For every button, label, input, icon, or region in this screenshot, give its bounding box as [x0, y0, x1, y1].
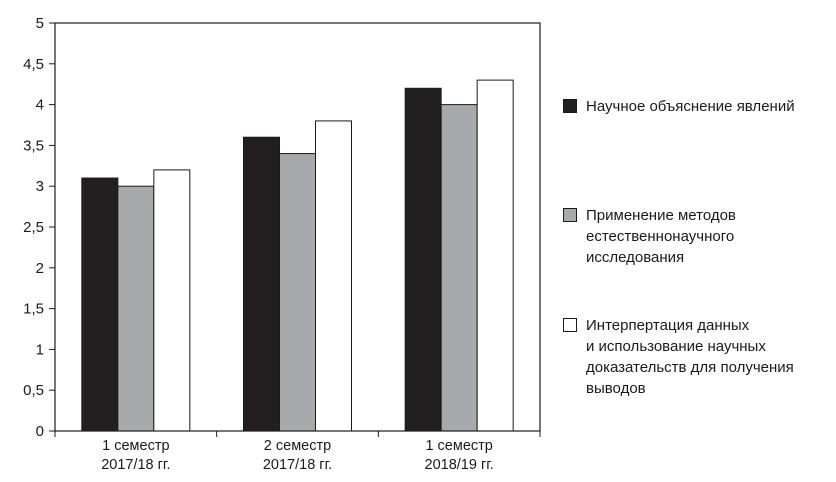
plot-border	[54, 22, 541, 432]
x-category-label: 2 семестр 2017/18 гг.	[263, 438, 332, 473]
legend-swatch-series-1	[563, 99, 577, 113]
bar-series-3-cat-1	[153, 169, 191, 432]
y-tick-label: 3,5	[23, 137, 44, 154]
x-category-label: 1 семестр 2018/19 гг.	[425, 438, 494, 473]
bar-series-2-cat-1	[117, 185, 155, 432]
bar-series-2-cat-3	[440, 104, 478, 432]
bars	[81, 79, 514, 432]
y-tick-label: 3	[36, 178, 44, 195]
y-tick-label: 5	[36, 15, 44, 32]
bar-series-2-cat-2	[279, 153, 316, 432]
x-category-label: 1 семестр 2017/18 гг.	[101, 438, 170, 473]
y-tick-label: 4,5	[23, 56, 44, 73]
bar-series-1-cat-3	[404, 87, 442, 432]
y-tick-label: 2	[36, 260, 44, 277]
bar-series-1-cat-2	[243, 136, 280, 432]
y-tick-label: 2,5	[23, 219, 44, 236]
plot-frame	[54, 22, 541, 437]
y-tick-label: 0,5	[23, 382, 44, 399]
y-tick-label: 1,5	[23, 301, 44, 318]
x-axis-labels: 1 семестр 2017/18 гг. 2 семестр 2017/18 гг.…	[101, 438, 494, 473]
bar-series-3-cat-3	[476, 79, 514, 432]
legend-swatch-series-2	[563, 208, 577, 222]
legend-swatch-series-3	[563, 318, 577, 332]
y-axis-ticks: 0 0,5 1 1,5 2 2,5 3 3,5 4 4,5 5	[23, 15, 55, 440]
y-tick-label: 4	[36, 97, 44, 114]
legend-item-series-2: Применение методов естественнонаучного и…	[563, 205, 736, 268]
legend-label-series-2: Применение методов естественнонаучного и…	[586, 207, 736, 266]
y-tick-label: 0	[36, 423, 44, 440]
bar-series-3-cat-2	[315, 120, 352, 432]
y-tick-label: 1	[36, 341, 44, 358]
legend-item-series-1: Научное объяснение явлений	[563, 96, 795, 117]
bar-series-1-cat-1	[81, 177, 119, 432]
legend-item-series-3: Интерпертация данных и использование нау…	[563, 315, 794, 399]
legend-label-series-1: Научное объяснение явлений	[586, 98, 795, 115]
legend-label-series-3: Интерпертация данных и использование нау…	[586, 317, 794, 397]
